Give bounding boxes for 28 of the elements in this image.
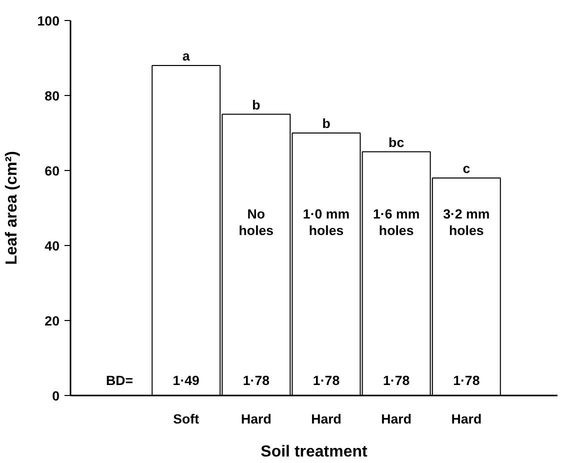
x-tick-label: Hard <box>451 412 482 426</box>
data-label: b <box>322 116 330 131</box>
annotation: 3·2 mm holes <box>443 206 490 238</box>
annotation: 1·78 <box>453 373 480 388</box>
y-tick-label: 60 <box>44 164 60 178</box>
y-tick-label: 40 <box>44 238 60 254</box>
annotation: 1·49 <box>172 373 200 388</box>
annotation: 1·0 mm holes <box>302 206 350 238</box>
data-label: c <box>462 161 471 176</box>
y-tick-label: 20 <box>44 314 60 328</box>
annotation: 1·78 <box>242 373 270 388</box>
annotation: No holes <box>238 206 274 238</box>
text: BD= <box>106 373 134 388</box>
x-tick-label: Hard <box>381 412 412 426</box>
y-tick-label: 80 <box>44 88 60 104</box>
data-label: bc <box>388 134 405 150</box>
annotation: 1·6 mm holes <box>373 206 420 238</box>
x-tick-label: Hard <box>311 412 342 426</box>
x-axis-title: Soil treatment <box>260 444 368 460</box>
y-tick-label: 0 <box>52 388 60 404</box>
y-axis-title: Leaf area (cm²) <box>3 151 20 265</box>
x-tick-label: Hard <box>241 412 272 426</box>
y-tick-label: 100 <box>37 14 60 28</box>
annotation: 1·78 <box>312 373 340 388</box>
x-tick-label: Soft <box>173 412 200 426</box>
data-label: b <box>252 97 260 112</box>
data-label: a <box>182 48 190 64</box>
annotation: 1·78 <box>382 373 410 388</box>
